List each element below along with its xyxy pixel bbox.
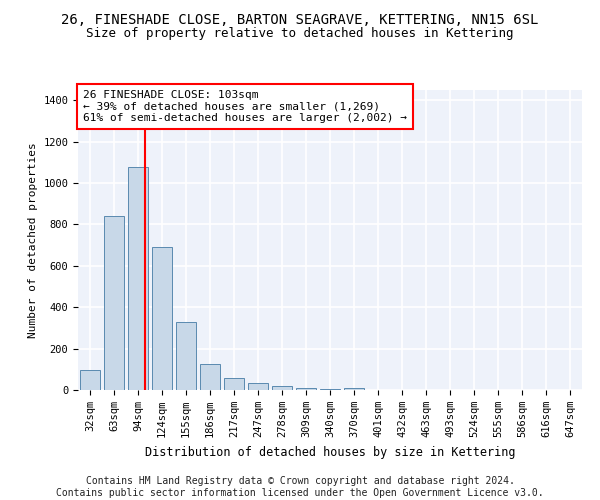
Bar	[128, 166, 148, 390]
Bar	[80, 370, 100, 390]
Bar	[344, 388, 364, 390]
Text: Contains HM Land Registry data © Crown copyright and database right 2024.
Contai: Contains HM Land Registry data © Crown c…	[56, 476, 544, 498]
Text: 26, FINESHADE CLOSE, BARTON SEAGRAVE, KETTERING, NN15 6SL: 26, FINESHADE CLOSE, BARTON SEAGRAVE, KE…	[61, 12, 539, 26]
X-axis label: Distribution of detached houses by size in Kettering: Distribution of detached houses by size …	[145, 446, 515, 458]
Bar	[104, 216, 124, 390]
Text: Size of property relative to detached houses in Kettering: Size of property relative to detached ho…	[86, 28, 514, 40]
Bar	[296, 388, 316, 390]
Bar	[248, 384, 268, 390]
Y-axis label: Number of detached properties: Number of detached properties	[28, 142, 38, 338]
Bar	[320, 388, 340, 390]
Bar	[200, 364, 220, 390]
Bar	[152, 247, 172, 390]
Bar	[224, 378, 244, 390]
Bar	[272, 386, 292, 390]
Text: 26 FINESHADE CLOSE: 103sqm
← 39% of detached houses are smaller (1,269)
61% of s: 26 FINESHADE CLOSE: 103sqm ← 39% of deta…	[83, 90, 407, 123]
Bar	[176, 322, 196, 390]
